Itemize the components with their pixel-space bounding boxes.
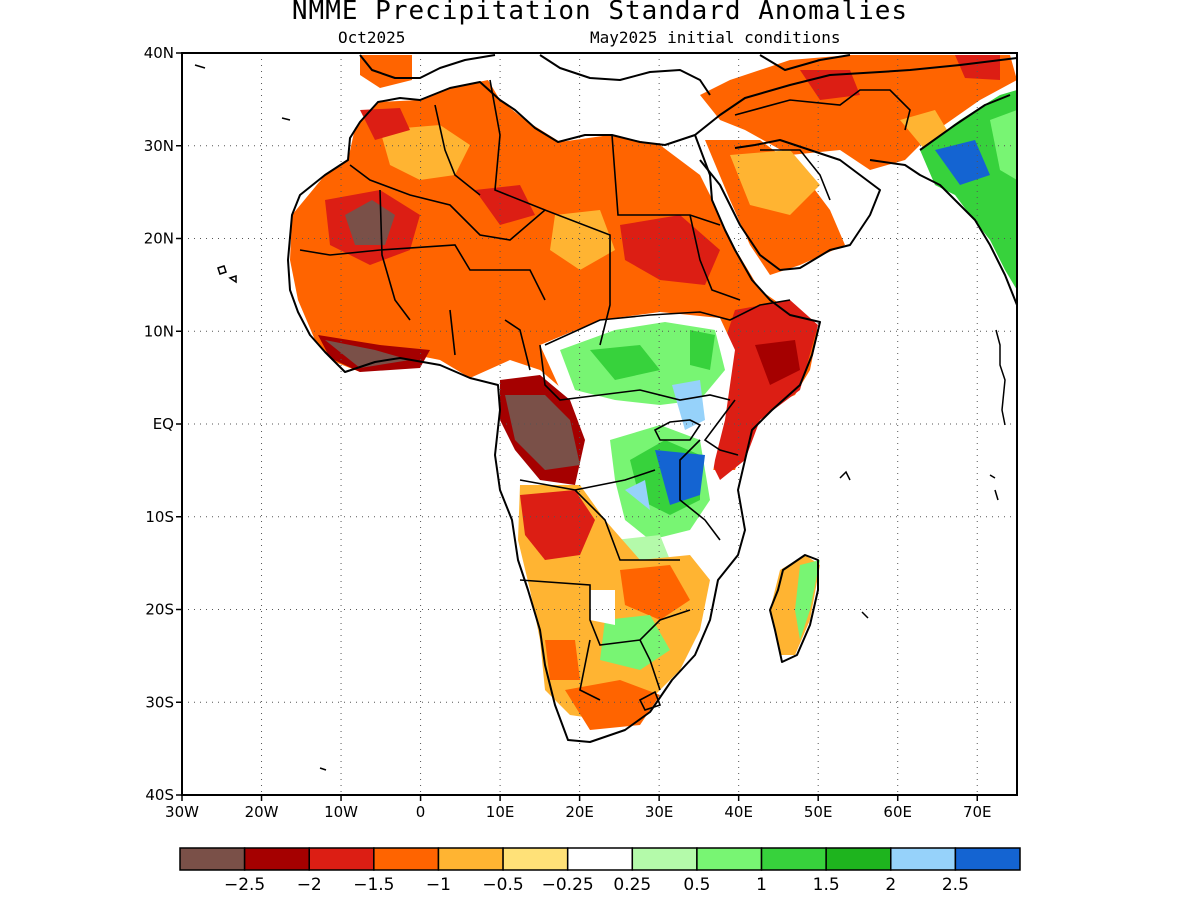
chart-title: NMME Precipitation Standard Anomalies	[291, 0, 909, 26]
colorbar-swatch	[308, 847, 375, 871]
anomaly-region-india	[920, 90, 1017, 290]
y-tick-label: 20S	[145, 601, 174, 619]
initial-conditions: May2025 initial conditions	[590, 28, 841, 47]
x-tick-label: 20E	[565, 803, 594, 821]
x-tick-label: 10E	[486, 803, 515, 821]
colorbar-swatch	[502, 847, 569, 871]
y-tick-label: 20N	[144, 230, 174, 248]
x-tick-label: 20W	[245, 803, 279, 821]
colorbar-label: −0.25	[542, 875, 594, 895]
x-tick-label: 30W	[165, 803, 199, 821]
x-tick-label: 50E	[804, 803, 833, 821]
islands	[194, 64, 1006, 771]
map-axes: 30W 20W 10W 0 10E 20E 30E 40E 50E 60E 70E 40N 30N 20N…	[144, 44, 992, 821]
x-tick-label: 30E	[645, 803, 674, 821]
colorbar-swatch	[243, 847, 310, 871]
colorbar-swatch	[760, 847, 827, 871]
x-tick-label: 0	[416, 803, 426, 821]
y-tick-label: 30N	[144, 137, 174, 155]
colorbar: −2.5 −2 −1.5 −1 −0.5 −0.25 0.25 0.5 1 1.5 2 2.5	[179, 847, 1021, 895]
colorbar-swatch	[825, 847, 892, 871]
colorbar-label: 1	[756, 875, 767, 895]
colorbar-swatch	[696, 847, 763, 871]
colorbar-swatch	[373, 847, 440, 871]
colorbar-label: −2	[297, 875, 322, 895]
anomaly-field	[290, 55, 1017, 730]
colorbar-label: −1.5	[353, 875, 394, 895]
colorbar-label: −2.5	[224, 875, 265, 895]
grid-lines	[182, 53, 1017, 795]
anomaly-region-maghreb	[360, 55, 412, 88]
country-borders	[299, 79, 911, 711]
colorbar-label: 1.5	[813, 875, 840, 895]
x-tick-label: 60E	[883, 803, 912, 821]
y-tick-label: EQ	[153, 415, 174, 433]
colorbar-label: 2	[885, 875, 896, 895]
y-tick-label: 40S	[145, 786, 174, 804]
colorbar-label: −1	[426, 875, 451, 895]
y-tick-label: 10N	[144, 322, 174, 340]
x-tick-label: 40E	[724, 803, 753, 821]
colorbar-swatch	[890, 847, 957, 871]
coastlines	[287, 54, 1017, 743]
colorbar-label: 0.25	[613, 875, 651, 895]
colorbar-swatch	[566, 847, 634, 871]
anomaly-region-middle-east	[700, 55, 1017, 170]
colorbar-swatch	[631, 847, 698, 871]
y-tick-label: 40N	[144, 44, 174, 62]
colorbar-label: 0.5	[683, 875, 710, 895]
forecast-month: Oct2025	[338, 28, 406, 47]
colorbar-label: −0.5	[482, 875, 523, 895]
colorbar-label: 2.5	[942, 875, 969, 895]
y-tick-label: 30S	[145, 693, 174, 711]
x-tick-label: 10W	[324, 803, 358, 821]
y-tick-label: 10S	[145, 508, 174, 526]
colorbar-swatch	[179, 847, 246, 871]
colorbar-swatch	[954, 847, 1021, 871]
colorbar-swatch	[437, 847, 504, 871]
x-tick-label: 70E	[963, 803, 992, 821]
